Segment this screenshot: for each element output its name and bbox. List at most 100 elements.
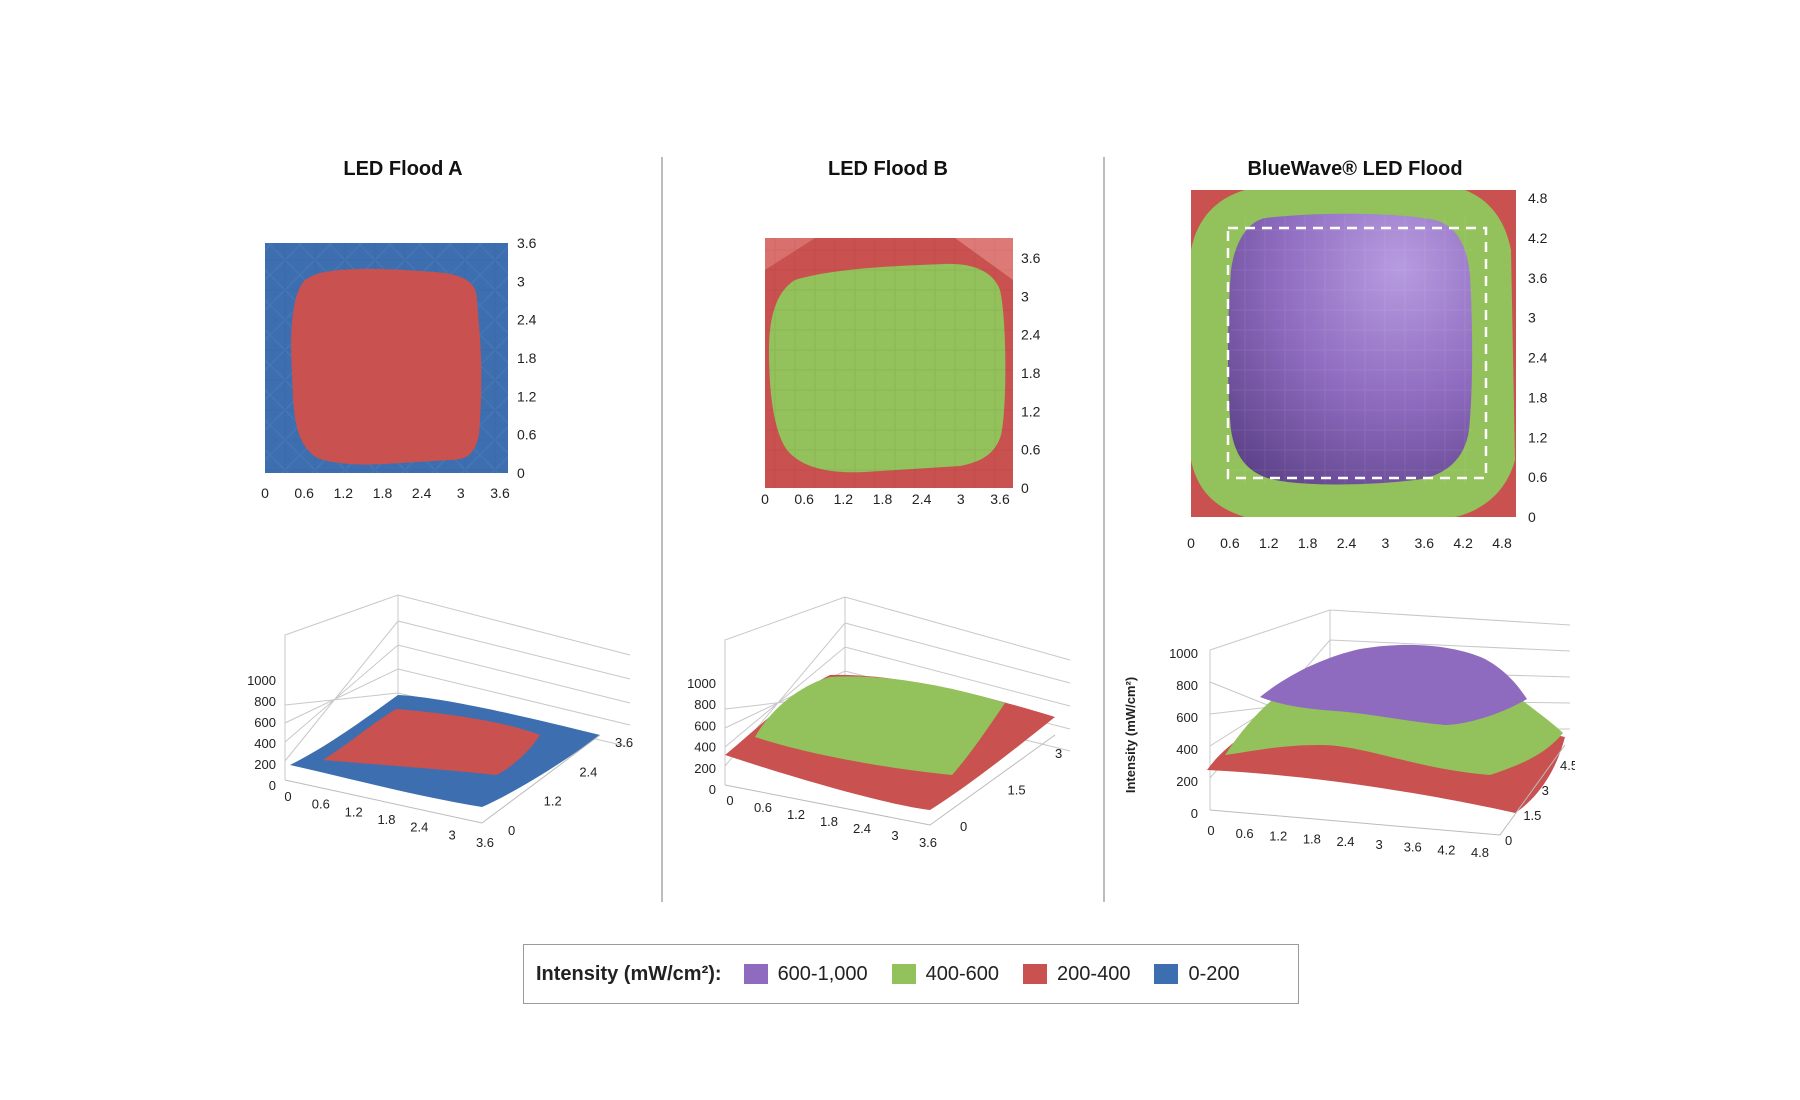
y-tick-label: 0 <box>1505 833 1512 848</box>
x-tick-label: 1.8 <box>1303 831 1321 846</box>
surface-base <box>724 734 1056 826</box>
x-tick-label: 2.4 <box>410 820 428 835</box>
x-tick-label: 2.4 <box>853 821 871 836</box>
y-tick-label: 3.6 <box>615 735 633 750</box>
z-tick-label: 200 <box>254 757 276 772</box>
x-tick-label: 3.6 <box>490 485 510 501</box>
x-tick-label: 3.6 <box>476 835 494 850</box>
y-tick-label: 1.2 <box>544 794 562 809</box>
x-tick-label: 0 <box>284 789 291 804</box>
heatmap-flood-b: 0 0.6 1.2 1.8 2.4 3 3.6 0 0.6 1.2 1.8 2.4 3 3.6 <box>761 238 1041 507</box>
surface-base <box>1209 744 1566 836</box>
legend-swatch <box>891 964 916 984</box>
y-tick-label: 3 <box>1021 288 1029 304</box>
z-tick-label: 400 <box>1176 742 1198 757</box>
panel-divider-right <box>1103 157 1105 902</box>
z-tick-label: 0 <box>269 778 276 793</box>
x-tick-label: 0.6 <box>312 797 330 812</box>
x-tick-label: 3 <box>891 828 898 843</box>
x-tick-label: 1.2 <box>787 807 805 822</box>
y-tick-label: 4.5 <box>1560 758 1575 773</box>
heatmap-bluewave: 0 0.6 1.2 1.8 2.4 3 3.6 4.2 4.8 0 0.6 1.2 1.8 2.4 3 3.6… <box>1187 190 1548 551</box>
x-tick-label: 0.6 <box>794 491 814 507</box>
x-tick-label: 0 <box>1207 823 1214 838</box>
y-tick-label: 1.2 <box>1528 429 1548 445</box>
x-tick-label: 4.8 <box>1492 535 1512 551</box>
legend-item: 200-400 <box>1023 963 1130 986</box>
chart-title-bluewave: BlueWave® LED Flood <box>1247 158 1463 180</box>
y-tick-label: 1.5 <box>1523 808 1541 823</box>
facet-shading <box>765 238 1013 488</box>
y-tick-label: 0 <box>517 465 525 481</box>
z-tick-label: 400 <box>694 740 716 755</box>
z-tick-label: 1000 <box>1169 646 1198 661</box>
legend-label: 200-400 <box>1057 962 1131 985</box>
x-tick-label: 3.6 <box>1415 535 1435 551</box>
y-tick-label: 2.4 <box>1021 327 1041 343</box>
legend-item: 0-200 <box>1154 962 1240 986</box>
y-tick-label: 2.4 <box>1528 350 1548 366</box>
chart-title-flood-a: LED Flood A <box>343 158 463 180</box>
x-tick-label: 4.8 <box>1471 845 1489 860</box>
x-tick-label: 2.4 <box>1336 834 1354 849</box>
x-tick-label: 1.2 <box>834 491 854 507</box>
x-tick-label: 3.6 <box>990 491 1010 507</box>
x-tick-label: 3 <box>449 827 456 842</box>
z-tick-label: 600 <box>694 718 716 733</box>
heatmap-flood-a: 0 0.6 1.2 1.8 2.4 3 3.6 0 0.6 1.2 1.8 2.4 3 3.6 <box>261 235 537 501</box>
y-tick-label: 1.5 <box>1008 783 1026 798</box>
x-tick-label: 0.6 <box>294 485 314 501</box>
y-tick-label: 1.2 <box>517 388 537 404</box>
x-tick-label: 2.4 <box>412 485 432 501</box>
legend-item: 400-600 <box>891 962 1000 986</box>
z-tick-label: 600 <box>254 715 276 730</box>
z-tick-label: 400 <box>254 736 276 751</box>
x-tick-label: 3 <box>457 485 465 501</box>
x-tick-label: 3.6 <box>919 835 937 850</box>
y-tick-label: 0 <box>1021 480 1029 496</box>
surface-bluewave: Intensity (mW/cm²) 0 200 400 600 800 1000 0 0.6… <box>1123 609 1575 860</box>
x-tick-label: 0.6 <box>754 800 772 815</box>
z-tick-label: 200 <box>694 761 716 776</box>
legend-swatch <box>1023 964 1048 984</box>
x-tick-label: 3 <box>1381 535 1389 551</box>
z-tick-label: 600 <box>1176 710 1198 725</box>
legend-swatch <box>743 964 768 984</box>
z-tick-label: 1000 <box>687 676 716 691</box>
y-tick-label: 2.4 <box>517 312 537 328</box>
y-tick-label: 1.8 <box>1528 389 1548 405</box>
y-tick-label: 0 <box>508 823 515 838</box>
panel-divider-left <box>661 157 663 902</box>
dashed-annotation-box <box>1226 226 1488 480</box>
x-tick-label: 1.2 <box>345 804 363 819</box>
chart-title-flood-b: LED Flood B <box>828 158 948 180</box>
x-tick-label: 1.2 <box>1269 829 1287 844</box>
x-tick-label: 0 <box>761 491 769 507</box>
legend: Intensity (mW/cm²): 600-1,000 400-600 200-… <box>523 944 1299 1004</box>
surface-flood-a: 0 200 400 600 800 1000 0 0.6 1.2 1.8 2.4 3 3.6 0 1.2 2.… <box>247 594 633 850</box>
surface-base <box>284 734 601 824</box>
y-tick-label: 0 <box>1528 509 1536 525</box>
y-tick-label: 1.8 <box>517 350 537 366</box>
legend-item: 600-1,000 <box>743 962 868 986</box>
z-tick-label: 200 <box>1176 774 1198 789</box>
y-tick-label: 1.8 <box>1021 365 1041 381</box>
legend-title: Intensity (mW/cm²): <box>536 962 722 985</box>
x-tick-label: 1.8 <box>820 814 838 829</box>
y-tick-label: 1.2 <box>1021 403 1041 419</box>
band-600-1000-surface <box>1260 644 1527 725</box>
y-tick-label: 2.4 <box>579 764 597 779</box>
y-tick-label: 0.6 <box>1021 442 1041 458</box>
x-tick-label: 1.2 <box>334 485 354 501</box>
y-tick-label: 3 <box>1055 746 1062 761</box>
x-tick-label: 2.4 <box>1337 535 1357 551</box>
x-tick-label: 2.4 <box>912 491 932 507</box>
x-tick-label: 1.8 <box>377 812 395 827</box>
legend-label: 600-1,000 <box>777 962 868 985</box>
legend-label: 400-600 <box>925 962 1000 985</box>
legend-swatch <box>1154 964 1179 984</box>
z-tick-label: 0 <box>1191 806 1198 821</box>
x-tick-label: 3 <box>1376 837 1383 852</box>
x-tick-label: 1.8 <box>1298 535 1318 551</box>
legend-label: 0-200 <box>1188 962 1240 985</box>
